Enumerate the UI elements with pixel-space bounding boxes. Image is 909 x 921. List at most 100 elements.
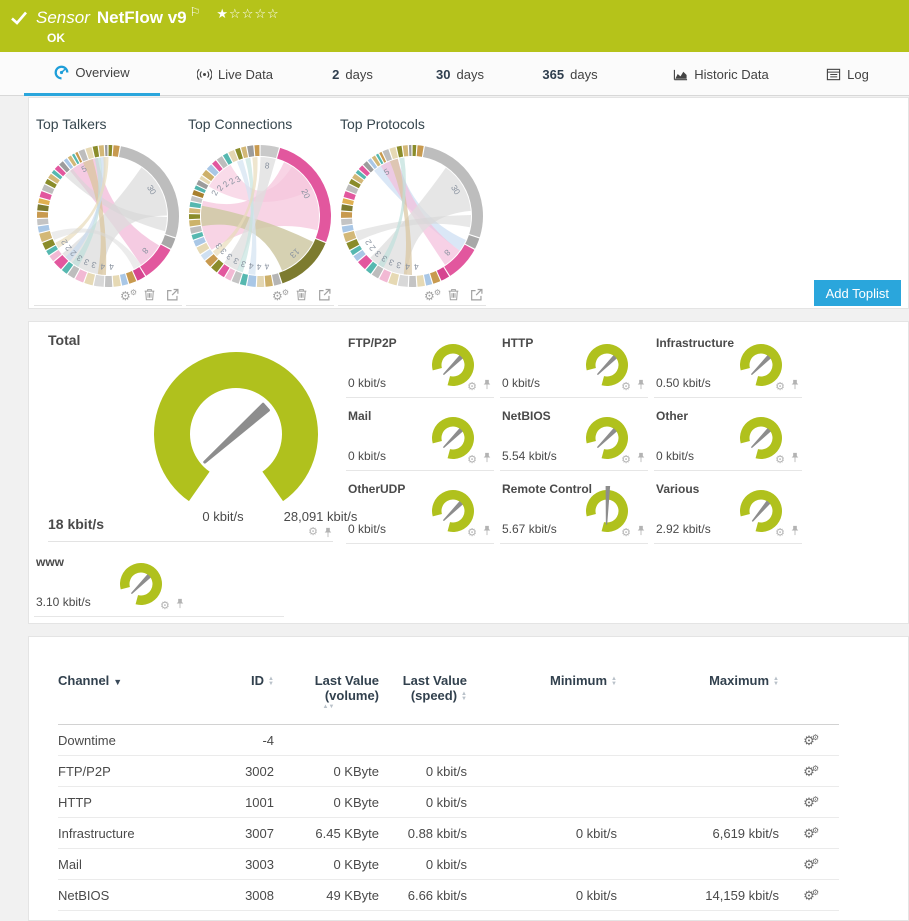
gauge-settings-button[interactable]: ⚙: [621, 378, 631, 393]
cell-channel[interactable]: NetBIOS: [58, 879, 228, 911]
pin-icon: [791, 379, 799, 390]
toplist-top-connections: Top Connections 8 20 13 4 4 4 3 3 3 3 3 2 2 2 2 3 ⚙ ⚙: [186, 108, 334, 306]
column-header-channel[interactable]: Channel ▼: [58, 665, 228, 725]
channel-gauge: [586, 344, 628, 386]
cell-min: [467, 755, 617, 787]
svg-text:8: 8: [442, 247, 453, 258]
cell-max: 14,159 kbit/s: [617, 879, 779, 911]
column-header-last-value-volume[interactable]: Last Value (volume) ▲▼: [274, 665, 379, 725]
gauge-settings-button[interactable]: ⚙: [467, 524, 477, 539]
toplist-delete-button[interactable]: [143, 288, 157, 302]
toplist-title: Top Connections: [188, 116, 293, 132]
channel-settings-button[interactable]: ⚙ ⚙: [803, 825, 819, 841]
svg-text:3: 3: [90, 259, 98, 270]
tab-30-days[interactable]: 30 days: [436, 66, 484, 82]
pin-icon: [483, 379, 491, 390]
tab-overview[interactable]: Overview: [24, 52, 160, 96]
gauge-settings-button[interactable]: ⚙: [621, 451, 631, 466]
cell-volume: 6.45 KByte: [274, 817, 379, 849]
tab-historic-data[interactable]: Historic Data: [645, 52, 797, 96]
toplist-settings-button[interactable]: ⚙ ⚙: [424, 288, 441, 303]
toplist-open-button[interactable]: [470, 288, 484, 302]
cell-max: [617, 786, 779, 818]
flag-icon[interactable]: ⚐: [189, 5, 201, 19]
pin-icon: [483, 525, 491, 536]
cell-channel[interactable]: Downtime: [58, 724, 228, 756]
channel-gauge-label: Mail: [348, 409, 372, 423]
gauge-settings-button[interactable]: ⚙: [467, 451, 477, 466]
table-row-infrastructure: Infrastructure 3007 6.45 KByte 0.88 kbit/s 0…: [58, 817, 839, 849]
channel-settings-button[interactable]: ⚙ ⚙: [803, 732, 819, 748]
channel-gauge-value: 0 kbit/s: [348, 376, 387, 390]
channel-gauge-label: Other: [656, 409, 689, 423]
gauge-pin-button[interactable]: [790, 378, 800, 393]
channel-gauge-label: OtherUDP: [348, 482, 406, 496]
column-header-id[interactable]: ID ▲ ▼: [228, 665, 274, 725]
gauge-settings-button[interactable]: ⚙: [775, 378, 785, 393]
gauge-pin-button[interactable]: [636, 451, 646, 466]
channel-gauge-label: www: [36, 555, 65, 569]
toplist-settings-button[interactable]: ⚙ ⚙: [272, 288, 289, 303]
gear-icon: ⚙: [775, 527, 785, 539]
channel-settings-button[interactable]: ⚙ ⚙: [803, 887, 819, 903]
cell-channel[interactable]: Mail: [58, 848, 228, 880]
toplist-title: Top Talkers: [36, 116, 107, 132]
gear-icon: ⚙: [621, 527, 631, 539]
gauge-settings-button[interactable]: ⚙: [621, 524, 631, 539]
toplist-delete-button[interactable]: [295, 288, 309, 302]
gear-icon: ⚙: [621, 381, 631, 393]
pin-icon: [176, 598, 184, 609]
gauge-pin-button[interactable]: [636, 524, 646, 539]
gauge-pin-button[interactable]: [482, 378, 492, 393]
toplist-delete-button[interactable]: [447, 288, 461, 302]
channel-gauge-label: HTTP: [502, 336, 534, 350]
cell-volume: [274, 724, 379, 756]
tab-log[interactable]: Log: [800, 52, 895, 96]
gauge-settings-button[interactable]: ⚙: [467, 378, 477, 393]
gauge-pin-button[interactable]: [790, 524, 800, 539]
sort-icon: ▲▼: [611, 675, 617, 687]
channel-settings-button[interactable]: ⚙ ⚙: [803, 763, 819, 779]
gauge-settings-button[interactable]: ⚙: [775, 524, 785, 539]
gauge-pin-button[interactable]: [482, 524, 492, 539]
channel-table-panel: Channel ▼ ID ▲ ▼ Last Value (volume) ▲▼ Las…: [28, 636, 909, 921]
cell-channel[interactable]: Infrastructure: [58, 817, 228, 849]
cell-channel[interactable]: HTTP: [58, 786, 228, 818]
add-toplist-button[interactable]: Add Toplist: [813, 280, 901, 306]
gauge-pin-button[interactable]: [636, 378, 646, 393]
gauge-pin-button[interactable]: [482, 451, 492, 466]
svg-text:3: 3: [231, 255, 240, 266]
open-in-window-icon: [319, 288, 331, 301]
channel-gauge: [740, 417, 782, 459]
table-row-mail: Mail 3003 0 KByte 0 kbit/s ⚙ ⚙: [58, 848, 839, 880]
channel-gauge: [120, 563, 162, 605]
tab-365-days[interactable]: 365 days: [542, 66, 598, 82]
cell-id: 3003: [228, 848, 274, 880]
toplist-settings-button[interactable]: ⚙ ⚙: [120, 288, 137, 303]
svg-text:2: 2: [363, 237, 374, 246]
cell-max: [617, 724, 779, 756]
cell-channel[interactable]: FTP/P2P: [58, 755, 228, 787]
column-header-maximum[interactable]: Maximum ▲ ▼: [617, 665, 779, 725]
column-header-minimum[interactable]: Minimum ▲ ▼: [467, 665, 617, 725]
svg-text:8: 8: [264, 160, 270, 171]
priority-stars[interactable]: ★☆☆☆☆: [216, 6, 280, 21]
tab-2-days[interactable]: 2 days: [332, 66, 373, 82]
cell-speed: 6.66 kbit/s: [379, 879, 467, 911]
pin-icon: [324, 527, 332, 538]
channel-gauge: [432, 417, 474, 459]
gauge-max-label: 28,091 kbit/s: [283, 509, 358, 524]
gauge-settings-button[interactable]: ⚙: [160, 597, 170, 612]
column-header-last-value-speed[interactable]: Last Value (speed) ▲ ▼: [379, 665, 467, 725]
channel-settings-button[interactable]: ⚙ ⚙: [803, 856, 819, 872]
svg-text:4: 4: [100, 261, 106, 271]
gauge-pin-button[interactable]: [175, 597, 185, 612]
gear-icon: ⚙: [467, 381, 477, 393]
toplist-open-button[interactable]: [318, 288, 332, 302]
svg-text:2: 2: [209, 188, 220, 197]
tab-live-data[interactable]: Live Data: [176, 52, 294, 96]
gauge-settings-button[interactable]: ⚙: [775, 451, 785, 466]
toplist-open-button[interactable]: [166, 288, 180, 302]
channel-settings-button[interactable]: ⚙ ⚙: [803, 794, 819, 810]
gauge-pin-button[interactable]: [790, 451, 800, 466]
